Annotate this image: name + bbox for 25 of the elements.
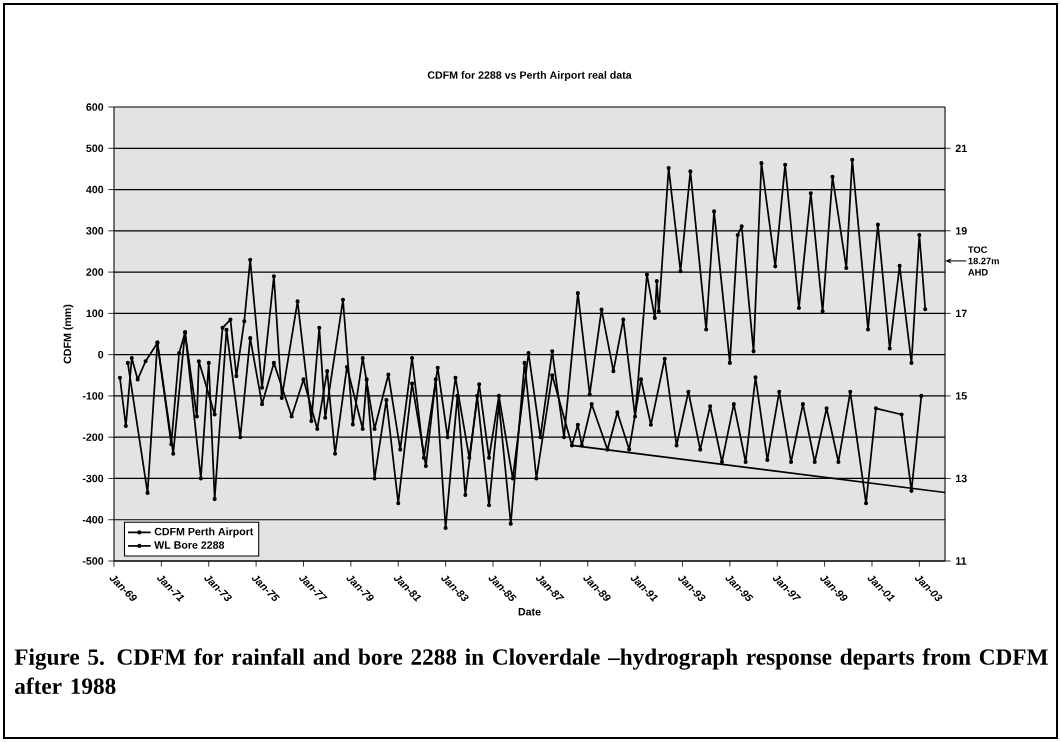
- y2-tick-label: 19: [956, 227, 967, 235]
- y-axis-title: CDFM (mm): [63, 304, 74, 364]
- y2-tick-label: 15: [956, 392, 967, 400]
- y-tick-label: -200: [82, 433, 104, 441]
- legend-label: CDFM Perth Airport: [154, 527, 254, 538]
- y2-tick-label: 21: [955, 144, 967, 152]
- y2-tick-label: 17: [956, 309, 967, 318]
- caption: Figure 5. CDFM for rainfall and bore 2288 in Cloverdale –hydrograph response departs from CDFM after 1988: [14, 648, 1048, 695]
- legend-label: WL Bore 2288: [154, 541, 225, 549]
- y-tick-label: -300: [82, 474, 104, 483]
- y-tick-label: 200: [86, 268, 104, 276]
- y-tick-label: 0: [98, 350, 104, 359]
- y-tick-label: -400: [82, 515, 104, 524]
- y2-tick-label: 11: [956, 557, 967, 565]
- chart-title: CDFM for 2288 vs Perth Airport real data: [427, 71, 632, 81]
- y-tick-label: -500: [82, 557, 104, 565]
- y-tick-label: 300: [86, 227, 104, 235]
- x-axis-title: Date: [518, 608, 541, 616]
- y-tick-label: -100: [82, 392, 104, 400]
- text: TOC 18.27m AHD: [968, 246, 999, 276]
- y-tick-label: 600: [86, 103, 104, 111]
- y2-tick-label: 13: [956, 474, 967, 483]
- y-tick-label: 100: [86, 309, 104, 318]
- y-tick-label: 400: [86, 185, 104, 194]
- y-tick-label: 500: [86, 144, 104, 153]
